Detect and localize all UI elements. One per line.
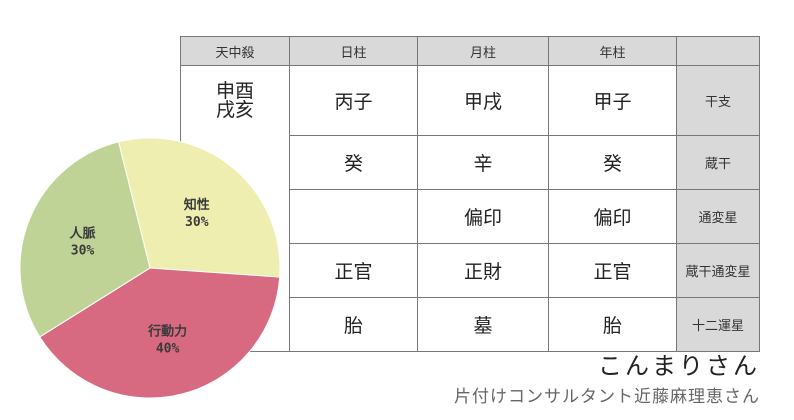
pie-slice [117, 137, 281, 278]
slice-value-label: 30% [185, 215, 209, 230]
table-cell: 偏印 [548, 188, 677, 244]
table-cell: 癸 [548, 134, 677, 190]
slice-label: 知性 [184, 197, 210, 213]
pie-slice [39, 267, 281, 399]
table-cell: 甲子 [548, 65, 677, 136]
table-cell: 辛 [417, 134, 549, 190]
table-cell: 甲戌 [417, 65, 549, 136]
row-label: 蔵干通変星 [676, 242, 760, 298]
slice-value-label: 30% [71, 244, 95, 259]
header-tenchusatsu: 天中殺 [180, 36, 290, 66]
table-cell: 正財 [417, 242, 549, 298]
header-year-pillar: 年柱 [548, 36, 677, 66]
slice-label: 行動力 [147, 324, 187, 340]
pie-slice [19, 141, 151, 338]
table-cell: 正官 [289, 242, 418, 298]
row-label: 蔵干 [676, 134, 760, 190]
row-label: 十二運星 [676, 296, 760, 352]
tenchusatsu-cell: 申酉 戌亥 [180, 65, 290, 135]
table-cell: 墓 [417, 296, 549, 352]
table-header-row: 天中殺 日柱 月柱 年柱 [180, 36, 760, 66]
slice-value-label: 40% [156, 342, 180, 357]
table-row: 申酉 戌亥 丙子 甲戌 甲子 干支 [180, 65, 760, 136]
table-cell [289, 188, 418, 244]
pie-chart: 知性 30% 行動力 40% 人脈 30% [19, 137, 281, 399]
header-row-label [676, 36, 760, 66]
table-cell: 丙子 [289, 65, 418, 136]
table-cell: 胎 [548, 296, 677, 352]
caption-subtitle: 片付けコンサルタント近藤麻理恵さん [454, 387, 760, 407]
row-label: 通変星 [676, 188, 760, 244]
header-month-pillar: 月柱 [417, 36, 549, 66]
tenchusatsu-line: 戌亥 [215, 99, 254, 121]
table-cell: 偏印 [417, 188, 549, 244]
row-label: 干支 [676, 65, 760, 136]
caption-name: こんまりさん [598, 352, 760, 380]
header-day-pillar: 日柱 [289, 36, 418, 66]
table-cell: 胎 [289, 296, 418, 352]
slice-label: 人脈 [69, 226, 95, 242]
tenchusatsu-line: 申酉 [215, 80, 254, 102]
table-cell: 正官 [548, 242, 677, 298]
table-cell: 癸 [289, 134, 418, 190]
